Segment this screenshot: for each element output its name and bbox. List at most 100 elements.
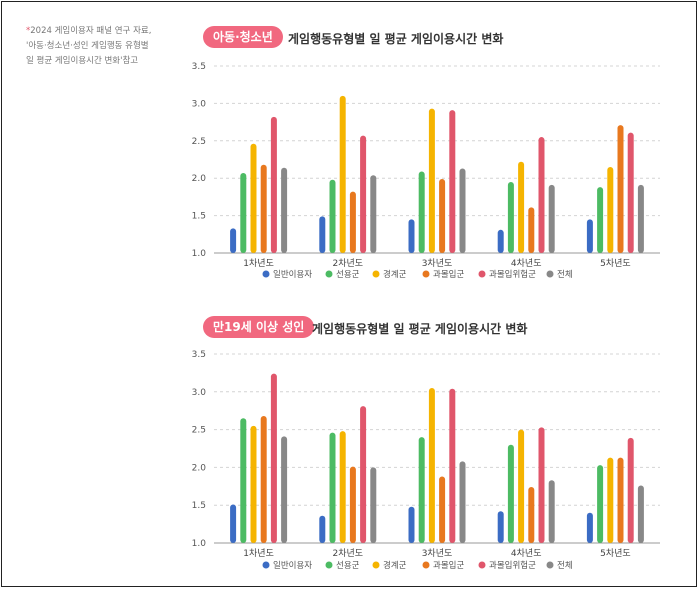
bar: [428, 388, 435, 543]
bar: [607, 457, 614, 543]
bar: [607, 166, 614, 253]
chart-2: 1.0 1.5 2.0 2.5 3.0 3.5 1차년도 2차년도 3차년도 4차년도 5차년도일반…: [192, 350, 660, 571]
source-note: *2024 게임이용자 패널 연구 자료, '아동·청소년·성인 게임행동 유형…: [26, 24, 186, 69]
bar: [548, 184, 555, 253]
legend-marker: [372, 270, 380, 278]
bar: [339, 95, 346, 253]
bar: [459, 168, 466, 253]
x-tick-label: 1차년도: [243, 547, 274, 559]
legend-label: 과몰입군: [433, 561, 464, 571]
x-tick-label: 1차년도: [243, 257, 274, 269]
bar: [240, 418, 247, 543]
chart-2-title: 게임행동유형별 일 평균 게임이용시간 변화: [312, 322, 528, 336]
note-line-2: '아동·청소년·성인 게임행동 유형별: [26, 41, 149, 51]
bar: [319, 216, 326, 253]
bar: [270, 116, 277, 253]
x-tick-label: 3차년도: [422, 547, 453, 559]
bar: [408, 219, 415, 253]
y-tick-label: 1.0: [192, 539, 207, 549]
bar: [507, 181, 514, 253]
bar: [617, 125, 624, 253]
legend-marker: [546, 270, 554, 278]
bar: [408, 506, 415, 543]
chart-2-badge: 만19세 이상 성인: [203, 316, 315, 338]
legend-marker: [372, 561, 380, 569]
bar: [597, 187, 604, 253]
bar: [439, 178, 446, 253]
chart-1-badge: 아동·청소년: [203, 26, 283, 48]
legend-label: 과몰입위험군: [489, 561, 536, 571]
y-tick-label: 3.5: [192, 350, 206, 360]
y-tick-label: 3.5: [192, 62, 206, 72]
legend-label: 경계군: [383, 560, 407, 571]
bar: [281, 167, 288, 253]
bar: [528, 487, 535, 543]
bar: [497, 229, 504, 253]
bar: [528, 207, 535, 253]
x-tick-label: 3차년도: [422, 257, 453, 269]
y-tick-label: 2.5: [192, 137, 206, 147]
bar: [230, 228, 237, 253]
bar: [250, 143, 257, 253]
bar: [370, 467, 377, 543]
note-line-1: 2024 게임이용자 패널 연구 자료,: [30, 26, 152, 36]
y-tick-label: 2.5: [192, 426, 206, 436]
bar: [449, 388, 456, 543]
bar: [260, 164, 267, 253]
legend-label: 전체: [557, 560, 573, 571]
bar: [538, 137, 545, 253]
legend-marker: [262, 561, 270, 569]
bar: [240, 172, 247, 253]
bar: [439, 476, 446, 543]
y-tick-label: 3.0: [192, 388, 207, 398]
bar: [597, 465, 604, 543]
legend-marker: [478, 561, 486, 569]
y-tick-label: 2.0: [192, 463, 207, 473]
legend-marker: [546, 561, 554, 569]
bar: [260, 415, 267, 543]
bar: [329, 432, 336, 543]
bar: [538, 427, 545, 543]
legend-label: 선용군: [336, 561, 360, 571]
legend-marker: [422, 561, 430, 569]
bar: [586, 219, 593, 253]
legend-marker: [262, 270, 270, 278]
bar: [627, 132, 634, 253]
note-star: *: [26, 26, 31, 36]
legend-label: 과몰입군: [433, 270, 464, 280]
chart-1-title: 게임행동유형별 일 평균 게임이용시간 변화: [288, 32, 504, 46]
bar: [548, 480, 555, 543]
bar: [418, 437, 425, 543]
legend-marker: [325, 270, 333, 278]
x-tick-label: 2차년도: [333, 257, 364, 269]
y-tick-label: 3.0: [192, 99, 207, 109]
bar: [360, 135, 367, 253]
bar: [339, 431, 346, 543]
y-tick-label: 1.5: [192, 212, 206, 222]
bar: [349, 466, 356, 543]
legend-marker: [478, 270, 486, 278]
legend-label: 일반이용자: [273, 560, 312, 571]
legend-label: 전체: [557, 269, 573, 280]
bar: [617, 457, 624, 543]
bar: [281, 436, 288, 543]
bar: [250, 425, 257, 543]
bar: [360, 406, 367, 543]
bar: [507, 444, 514, 543]
bar: [637, 485, 644, 543]
bar: [627, 437, 634, 543]
bar: [418, 171, 425, 253]
bar: [349, 191, 356, 253]
bar: [518, 161, 525, 253]
bar: [319, 515, 326, 543]
x-tick-label: 4차년도: [511, 547, 542, 559]
x-tick-label: 2차년도: [333, 547, 364, 559]
chart-1: 1.0 1.5 2.0 2.5 3.0 3.5 1차년도 2차년도 3차년도 4차년도 5차년도일반…: [192, 62, 660, 280]
x-tick-label: 4차년도: [511, 257, 542, 269]
bar: [449, 110, 456, 253]
bar: [497, 511, 504, 543]
legend-label: 경계군: [383, 269, 407, 280]
y-tick-label: 1.5: [192, 501, 206, 511]
x-tick-label: 5차년도: [600, 547, 631, 559]
